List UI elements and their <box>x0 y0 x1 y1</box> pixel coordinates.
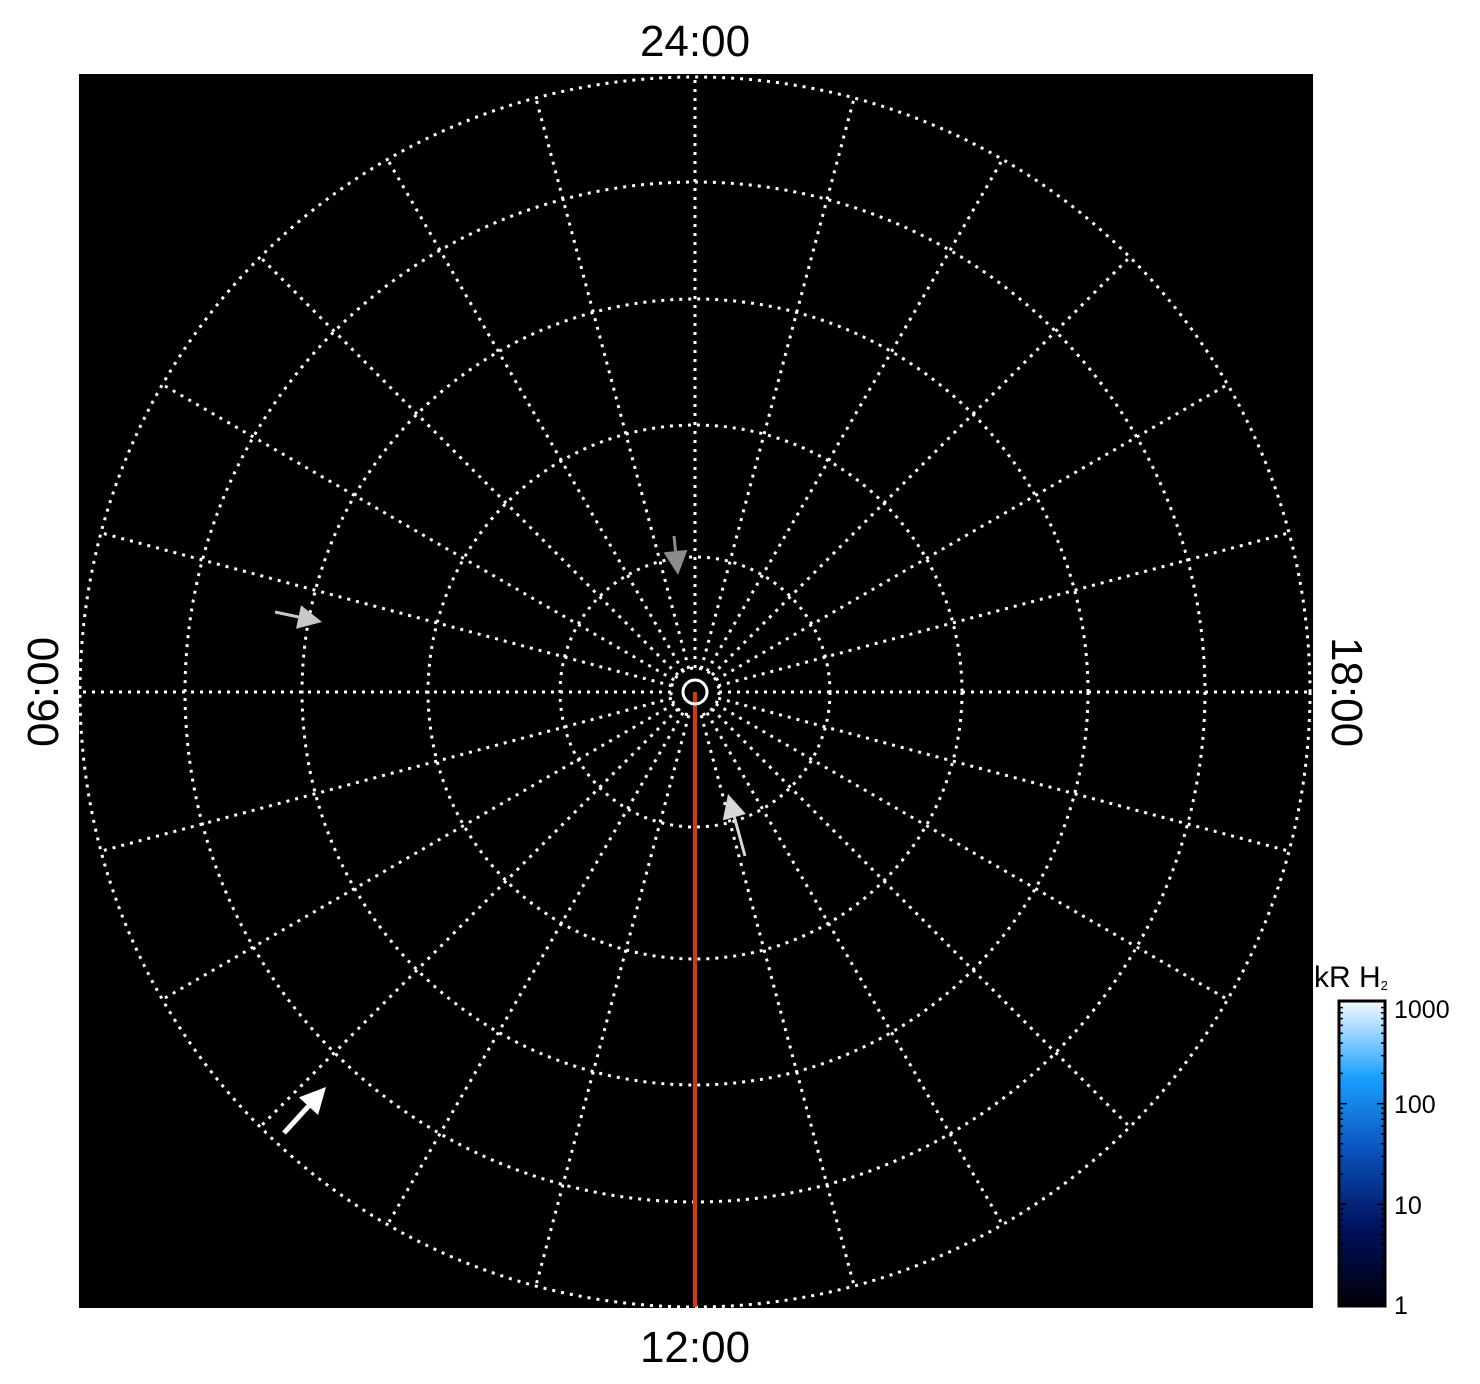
colorbar: kR H2 1000 100 10 1 <box>1314 961 1450 1320</box>
arrow-icon <box>663 535 688 575</box>
colorbar-label: kR H2 <box>1314 961 1388 994</box>
colorbar-tick-label: 10 <box>1394 1192 1422 1220</box>
label-18-00: 18:00 <box>1322 637 1371 747</box>
arrow-icon <box>282 1087 326 1135</box>
colorbar-tick-label: 1 <box>1394 1292 1408 1320</box>
colorbar-gradient <box>1337 999 1387 1308</box>
label-06-00: 06:00 <box>19 637 68 747</box>
label-12-00: 12:00 <box>640 1323 750 1372</box>
arrow-icon <box>274 605 322 629</box>
colorbar-tick-label: 1000 <box>1394 996 1450 1024</box>
label-24-00: 24:00 <box>640 17 750 66</box>
colorbar-ticks <box>1339 1006 1385 1306</box>
arrow-icon <box>722 794 747 857</box>
colorbar-tick-label: 100 <box>1394 1091 1436 1119</box>
arrow-annotations <box>274 535 747 1135</box>
pole-marker <box>681 678 709 706</box>
